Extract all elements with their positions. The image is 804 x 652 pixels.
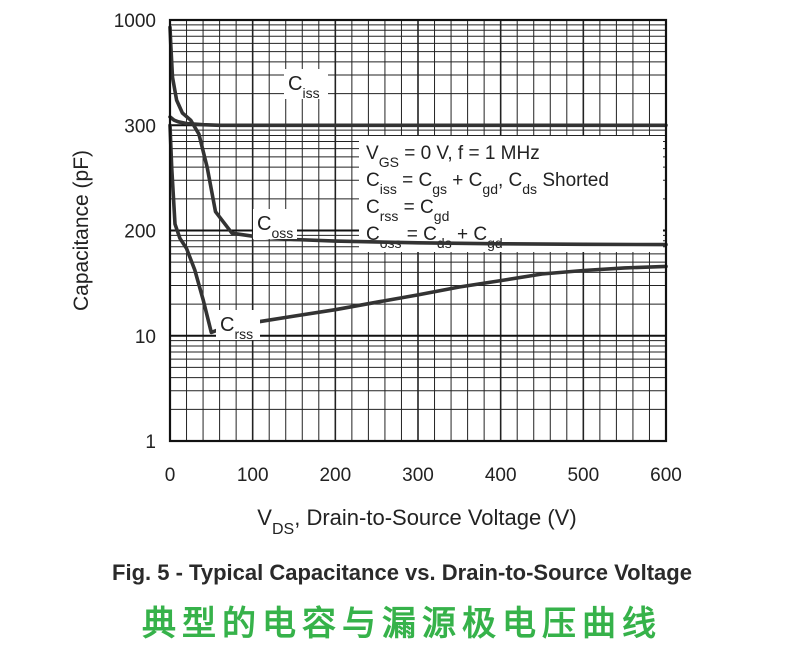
- y-tick-label: 200: [124, 222, 156, 243]
- plot-frame: [168, 18, 668, 443]
- series-label-coss: Coss: [257, 213, 293, 241]
- legend-line: VGS = 0 V, f = 1 MHz: [366, 143, 540, 170]
- legend-box: [359, 136, 663, 252]
- legend-line: Crss = Cgd: [366, 197, 449, 224]
- y-axis-title: Capacitance (pF): [70, 150, 93, 311]
- x-tick-label: 0: [165, 465, 176, 486]
- series-label-crss: Crss: [220, 314, 253, 342]
- x-tick-label: 500: [567, 465, 599, 486]
- series-line-coss: [168, 25, 668, 247]
- y-tick-label: 300: [124, 116, 156, 137]
- figure-caption-chinese: 典型的电容与漏源极电压曲线: [142, 604, 662, 644]
- x-tick-label: 600: [650, 465, 682, 486]
- legend-line: Ciss = Cgs + Cgd, Cds Shorted: [366, 170, 609, 197]
- chart-axes: 1000 300 200 10 10 100 200 300 400 500 600 Capacita…: [70, 11, 682, 538]
- figure-caption: Fig. 5 - Typical Capacitance vs. Drain-t…: [112, 560, 692, 585]
- series-label-bg: [253, 209, 297, 239]
- x-tick-label: 300: [402, 465, 434, 486]
- x-tick-label: 400: [485, 465, 517, 486]
- x-tick-label: 200: [319, 465, 351, 486]
- y-tick-label: 10: [135, 327, 156, 348]
- chart-labels: Ciss Coss Crss: [216, 69, 328, 342]
- y-tick-label: 1000: [114, 11, 156, 32]
- series-label-bg: [216, 310, 260, 340]
- series-label-ciss: Ciss: [288, 73, 320, 101]
- y-tick-label: 1: [145, 432, 156, 453]
- x-axis-title: VDS, Drain-to-Source Voltage (V): [257, 505, 576, 538]
- series-line-ciss: [168, 115, 668, 128]
- x-tick-label: 100: [237, 465, 269, 486]
- series-label-bg: [284, 69, 328, 99]
